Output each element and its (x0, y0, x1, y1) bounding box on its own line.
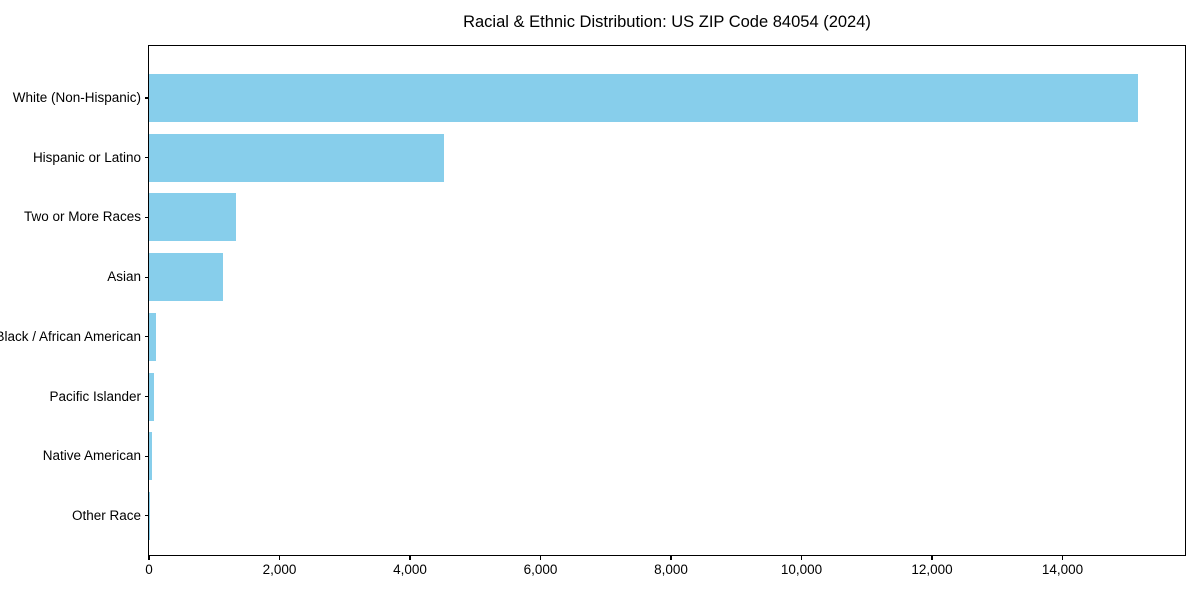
chart-title: Racial & Ethnic Distribution: US ZIP Cod… (463, 13, 871, 31)
y-tick-label: Pacific Islander (49, 388, 141, 404)
y-tick-mark (145, 276, 149, 278)
y-tick-label: Hispanic or Latino (32, 149, 141, 165)
y-tick-label: Other Race (71, 507, 141, 523)
y-tick-label: White (Non-Hispanic) (12, 90, 141, 105)
y-tick-mark (145, 336, 149, 338)
bar-black-african-american (149, 312, 157, 361)
bar-hispanic-or-latino (149, 133, 444, 182)
x-tick-label: 12,000 (911, 562, 953, 577)
x-tick-mark (148, 555, 150, 560)
bar-native-american (149, 432, 152, 481)
bar-two-or-more-races (149, 193, 236, 242)
x-tick-label: 14,000 (1041, 562, 1084, 577)
x-tick-label: 8,000 (654, 562, 688, 577)
x-tick-mark (409, 555, 411, 560)
y-tick-mark (145, 515, 149, 517)
x-tick-label: 10,000 (780, 562, 823, 577)
x-tick-mark (931, 555, 933, 560)
y-tick-mark (145, 395, 149, 398)
x-tick-label: 0 (145, 562, 153, 577)
x-tick-label: 6,000 (523, 562, 558, 577)
bar-asian (149, 253, 224, 302)
x-tick-mark (1061, 555, 1064, 560)
x-tick-mark (539, 555, 542, 560)
bar-other-race (149, 491, 150, 540)
y-tick-mark (145, 216, 149, 218)
y-tick-label: Asian (107, 269, 141, 285)
y-tick-label: Two or More Races (23, 209, 141, 225)
x-tick-label: 4,000 (393, 562, 427, 577)
y-tick-mark (145, 455, 149, 457)
x-tick-mark (800, 555, 803, 560)
y-tick-label: Black / African American (0, 328, 141, 344)
x-tick-label: 2,000 (262, 562, 297, 577)
y-tick-mark (145, 97, 149, 99)
x-tick-mark (670, 555, 672, 560)
bar-white-non-hispanic- (149, 74, 1138, 122)
y-tick-label: Native American (42, 448, 141, 464)
x-tick-mark (278, 555, 281, 560)
bar-pacific-islander (149, 372, 155, 421)
y-tick-mark (145, 157, 149, 159)
plot-area: White (Non-Hispanic) Hispanic or Latino Tw… (0, 45, 1186, 577)
